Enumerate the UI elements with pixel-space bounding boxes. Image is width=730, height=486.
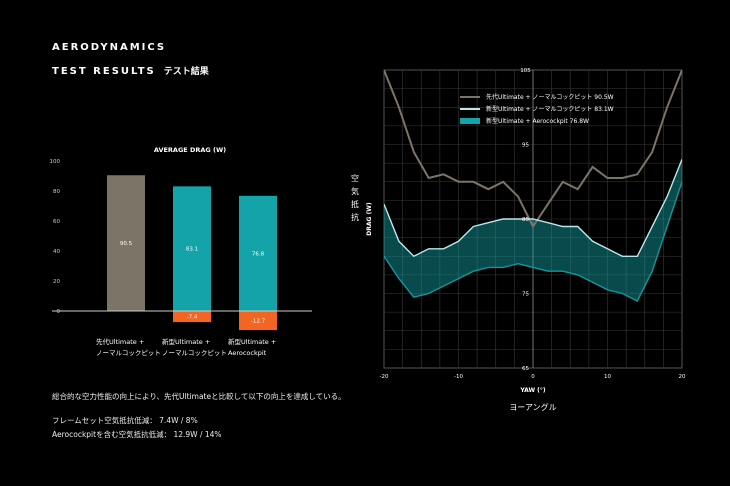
y-tick-label: 85 (522, 217, 529, 223)
x-tick-label: 10 (604, 374, 611, 380)
line-chart-legend: 先代Ultimate + ノーマルコックピット 90.5W 新型Ultimate … (460, 93, 614, 125)
legend-label: 新型Ultimate + ノーマルコックピット 83.1W (486, 105, 614, 113)
bar-y-tick-label: 100 (50, 159, 61, 165)
bar-category-label: ノーマルコックピット (162, 349, 227, 357)
bar (239, 195, 277, 311)
bar-category-label: 新型Ultimate + (162, 337, 210, 346)
bar-value-label: 83.1 (186, 247, 198, 253)
line-chart-ticks: -20 -10 0 10 20 105 95 85 75 65 (380, 68, 686, 380)
x-tick-label: -10 (454, 374, 463, 380)
bar-chart-title: AVERAGE DRAG (W) (154, 146, 226, 154)
bar-y-tick-label: 80 (53, 189, 60, 195)
bar (107, 175, 145, 311)
bar-category-label: 先代Ultimate + (96, 337, 144, 346)
delta-label: -7.4 (187, 315, 198, 321)
line-chart-x-label-jp: ヨーアングル (509, 402, 556, 412)
heading-test-results: TEST RESULTS テスト結果 (52, 64, 209, 77)
bar-value-label: 76.8 (252, 251, 265, 257)
series-line (384, 181, 682, 302)
y-tick-label: 75 (522, 292, 529, 298)
series-area-fill (384, 159, 682, 301)
series-line (384, 70, 682, 229)
y-tick-label: 65 (522, 366, 529, 372)
y-tick-label: 105 (520, 68, 531, 74)
x-tick-label: -20 (380, 374, 389, 380)
bar-y-tick-label: 0 (57, 309, 61, 315)
y-tick-label: 95 (522, 143, 529, 149)
yaw-drag-line-chart: -20 -10 0 10 20 105 95 85 75 65 先代Ultimate + ノーマル… (351, 68, 686, 412)
legend-label: 先代Ultimate + ノーマルコックピット 90.5W (486, 93, 614, 101)
bar-y-tick-label: 60 (53, 219, 60, 225)
bar-chart-bars: 90.5 83.1 -7.4 76.8 -12.7 (107, 175, 277, 331)
heading-aerodynamics: AERODYNAMICS (52, 42, 167, 53)
x-tick-label: 20 (679, 374, 686, 380)
delta-bar (173, 311, 211, 323)
legend-label: 新型Ultimate + Aerocockpit 76.8W (486, 117, 589, 125)
bar-value-label: 90.5 (120, 241, 133, 247)
bar-y-tick-label: 40 (53, 249, 60, 255)
line-chart-series (384, 70, 682, 302)
heading-test-results-jp: テスト結果 (163, 67, 209, 77)
legend-swatch (460, 118, 480, 124)
line-chart-y-label: DRAG (W) (366, 202, 373, 236)
bar-category-label: ノーマルコックピット (96, 349, 161, 357)
bar-category-label: Aerocockpit (228, 349, 267, 357)
heading-test-results-en: TEST RESULTS (52, 66, 156, 77)
bar-y-tick-label: 20 (53, 279, 60, 285)
delta-bar (239, 311, 277, 331)
delta-label: -12.7 (251, 319, 266, 325)
summary-frameset: フレームセット空気抵抗低減： 7.4W / 8% (52, 416, 198, 425)
line-chart-y-label-jp: 空気抵抗 (351, 173, 360, 226)
x-tick-label: 0 (531, 374, 535, 380)
series-line (384, 159, 682, 258)
line-chart-x-label: YAW (°) (519, 387, 546, 394)
summary-aerocockpit: Aerocockpitを含む空気抵抗低減： 12.9W / 14% (52, 430, 222, 439)
average-drag-bar-chart: AVERAGE DRAG (W) 100 80 60 40 20 0 90.5 83.1 -7… (50, 146, 312, 357)
summary-main: 総合的な空力性能の向上により、先代Ultimateと比較して以下の向上を達成して… (52, 392, 346, 401)
bar-category-label: 新型Ultimate + (228, 337, 276, 346)
bar-chart-y-axis: 100 80 60 40 20 0 (50, 159, 61, 315)
bar (173, 186, 211, 311)
